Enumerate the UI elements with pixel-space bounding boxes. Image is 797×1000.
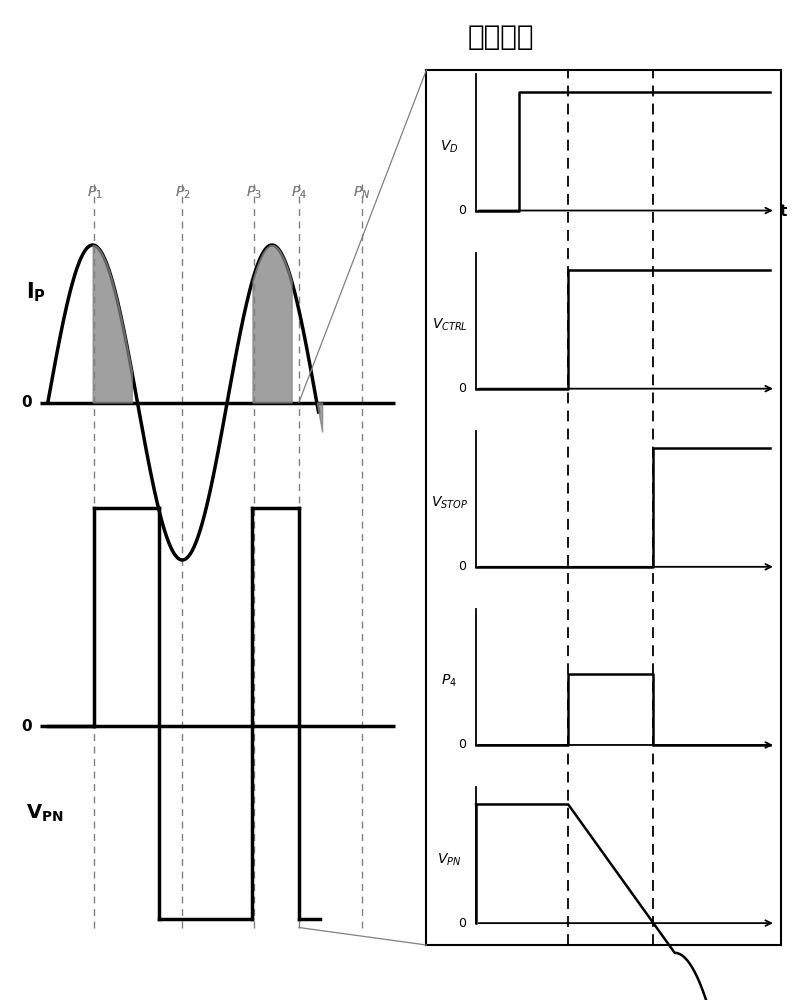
Text: $\mathit{P_{N}}$: $\mathit{P_{N}}$ — [353, 185, 371, 201]
Text: 0: 0 — [457, 382, 466, 395]
Text: $P_4$: $P_4$ — [442, 673, 457, 689]
Text: $\mathit{P_2}$: $\mathit{P_2}$ — [175, 185, 190, 201]
Text: $V_D$: $V_D$ — [440, 139, 459, 155]
Text: $\mathit{P_3}$: $\mathit{P_3}$ — [246, 185, 262, 201]
Text: 0: 0 — [457, 560, 466, 573]
Text: 0: 0 — [22, 719, 32, 734]
Text: $\mathit{P_1}$: $\mathit{P_1}$ — [87, 185, 102, 201]
Text: $\mathit{P_4}$: $\mathit{P_4}$ — [291, 185, 307, 201]
Text: 0: 0 — [457, 917, 466, 930]
Text: $V_{PN}$: $V_{PN}$ — [438, 851, 461, 868]
Text: 0: 0 — [22, 395, 32, 410]
Text: 0: 0 — [457, 738, 466, 751]
Text: $\mathit{P_N}$: $\mathit{P_N}$ — [353, 185, 371, 201]
Text: $\mathbf{I_P}$: $\mathbf{I_P}$ — [26, 280, 46, 304]
Text: $\mathbf{t}$: $\mathbf{t}$ — [779, 203, 788, 219]
Text: $\mathit{P_{2}}$: $\mathit{P_{2}}$ — [175, 185, 190, 201]
Text: $\mathit{P_{4}}$: $\mathit{P_{4}}$ — [291, 185, 307, 201]
Text: 0: 0 — [457, 204, 466, 217]
Text: $\mathit{P_{1}}$: $\mathit{P_{1}}$ — [87, 185, 102, 201]
Text: 翻转信号: 翻转信号 — [468, 23, 535, 51]
Text: $V_{STOP}$: $V_{STOP}$ — [431, 495, 468, 511]
Text: $\mathit{P_{3}}$: $\mathit{P_{3}}$ — [246, 185, 262, 201]
Text: $V_{CTRL}$: $V_{CTRL}$ — [431, 317, 467, 333]
Text: $\mathbf{V_{PN}}$: $\mathbf{V_{PN}}$ — [26, 803, 64, 824]
